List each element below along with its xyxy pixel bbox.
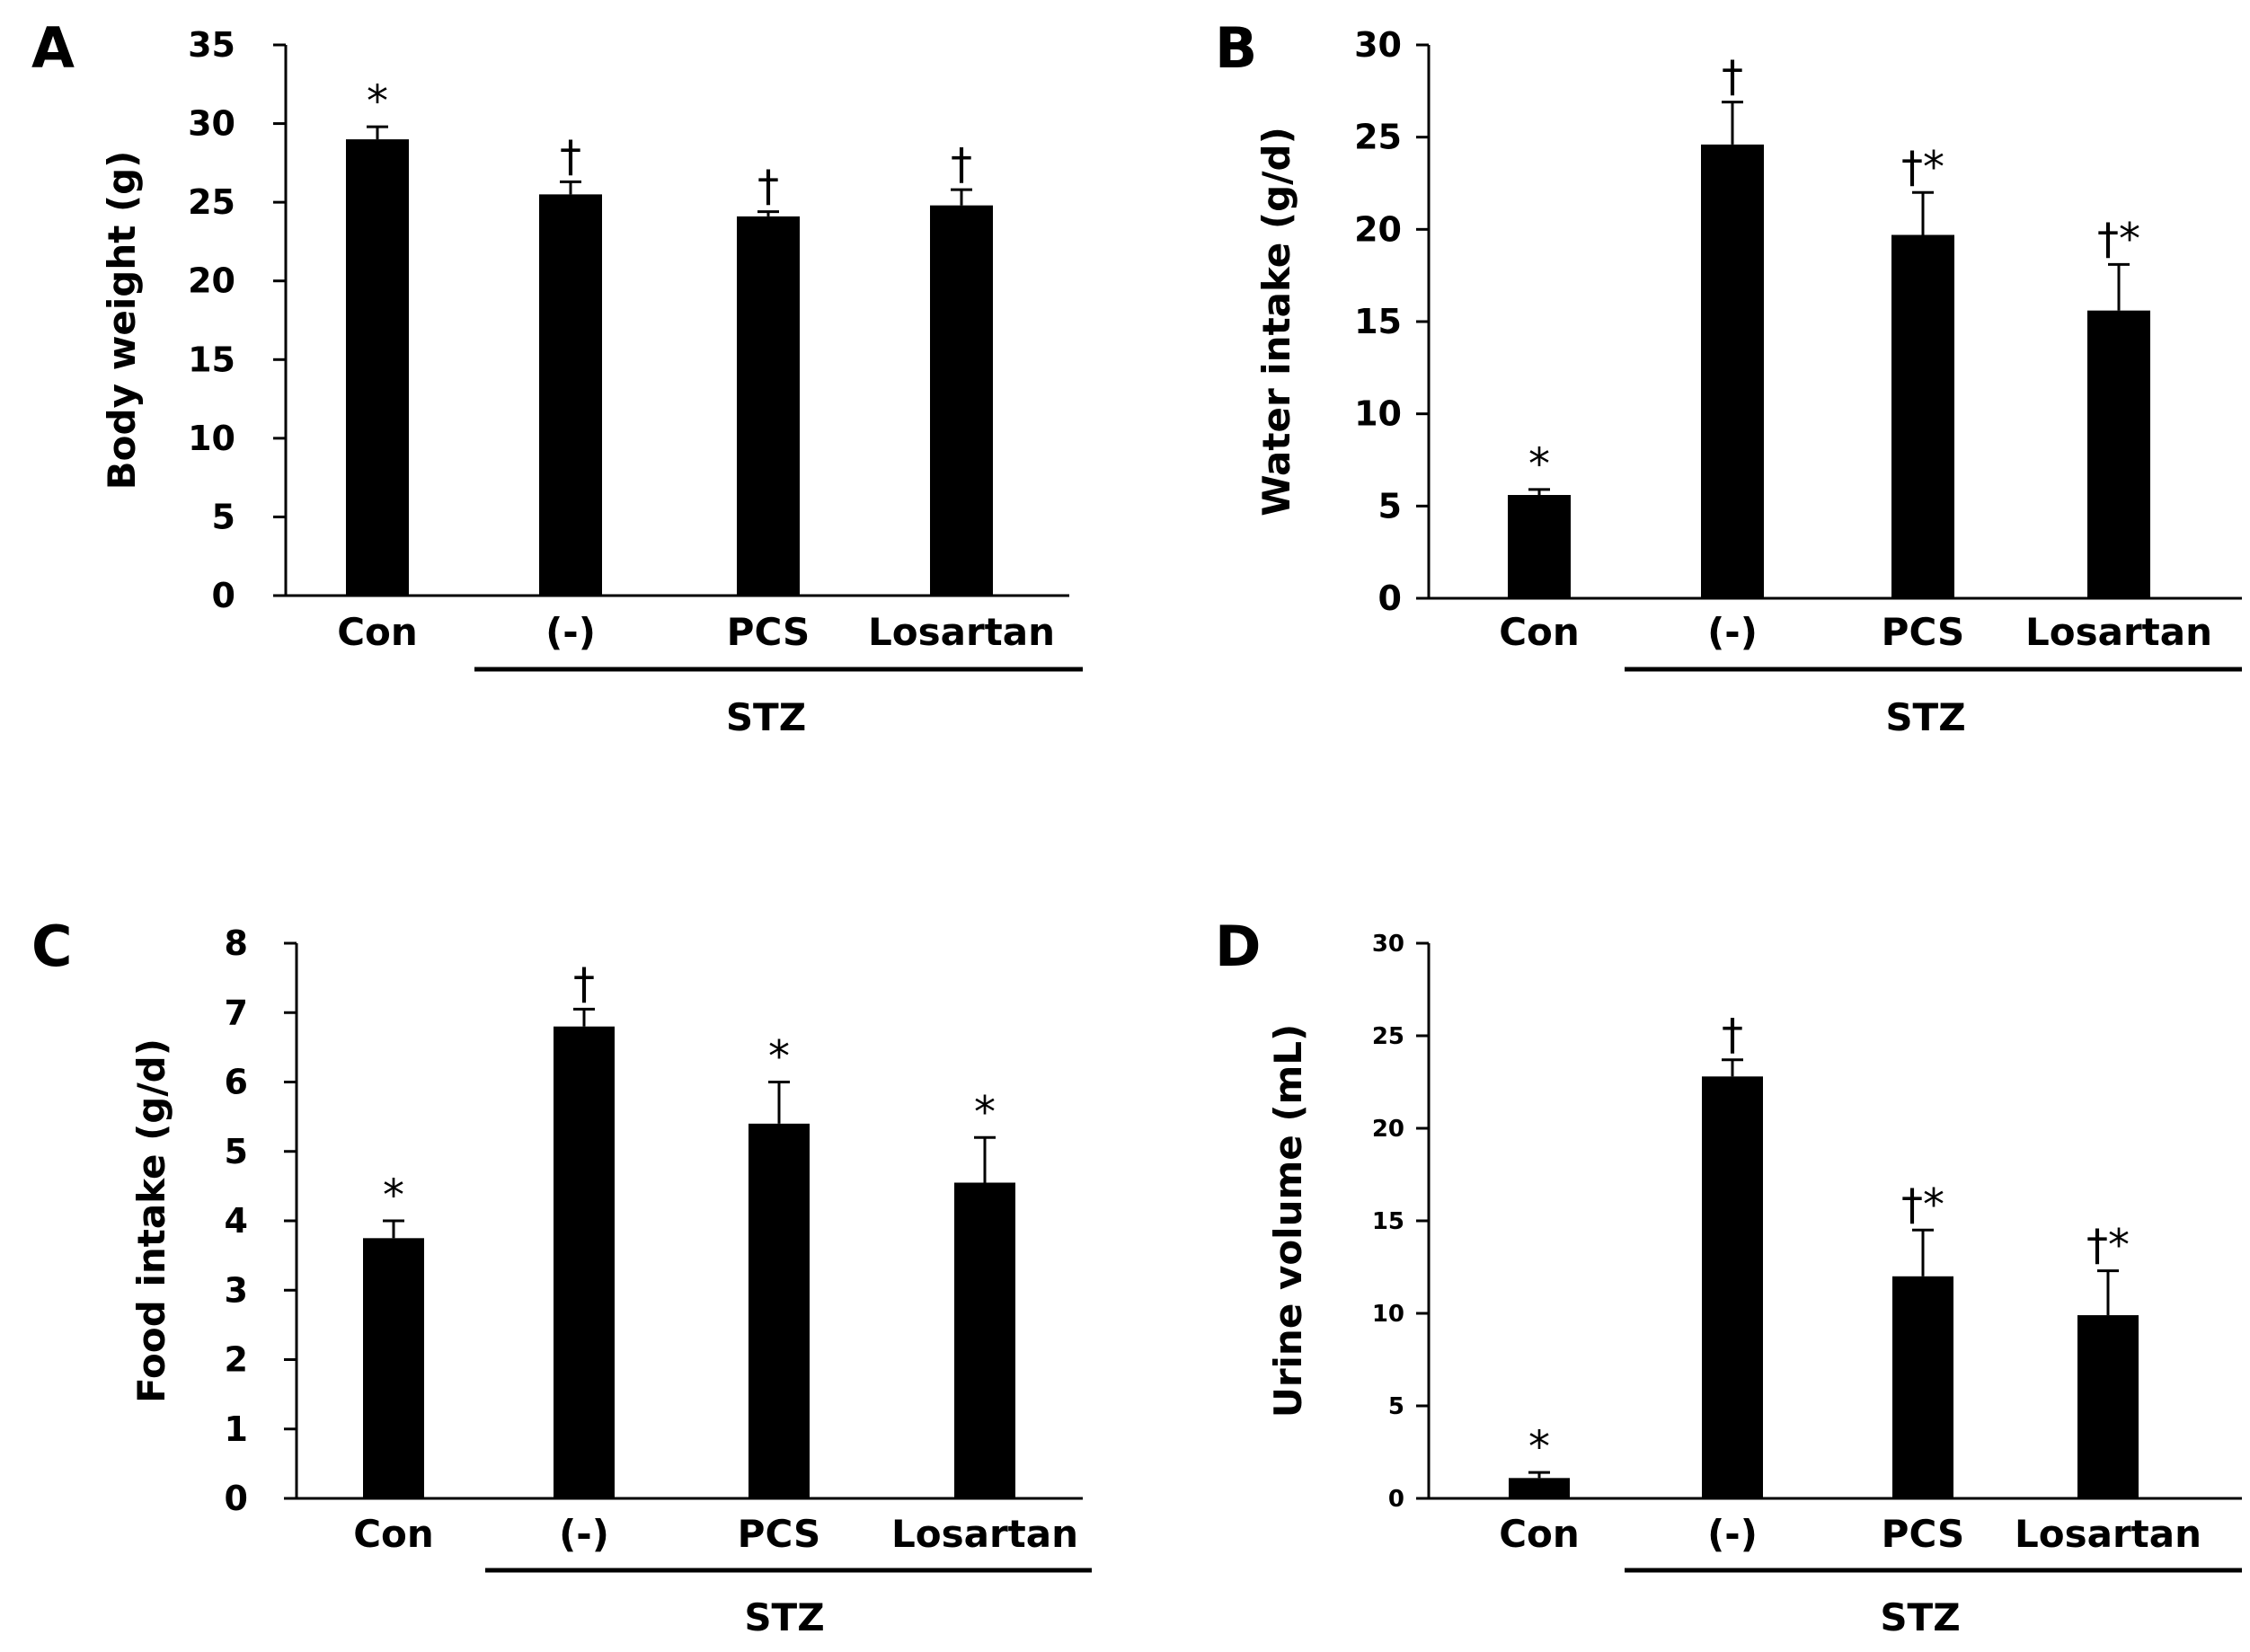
bar xyxy=(930,205,993,596)
bar xyxy=(1891,234,1954,598)
y-tick-label: 30 xyxy=(1354,25,1402,65)
chart-panel-c: C 0 1 2 3 4 5 6 7 8 Food intake (g/d) * Con † (-) * PCS *… xyxy=(31,914,1092,1639)
x-category-label: Losartan xyxy=(891,1512,1078,1556)
y-tick-label: 25 xyxy=(188,182,235,222)
x-category-label: PCS xyxy=(738,1512,821,1556)
significance-mark: †* xyxy=(1901,142,1944,192)
y-tick-label: 25 xyxy=(1354,118,1402,157)
significance-mark: †* xyxy=(2097,214,2140,264)
x-category-label: Con xyxy=(353,1512,434,1556)
y-tick-label: 2 xyxy=(225,1340,248,1380)
panel-letter: C xyxy=(31,914,73,979)
significance-mark: †* xyxy=(2086,1221,2130,1271)
bar xyxy=(749,1123,810,1498)
bar xyxy=(1508,495,1571,598)
panel-letter: D xyxy=(1215,914,1261,979)
y-tick-label: 4 xyxy=(225,1201,248,1241)
y-tick-label: 20 xyxy=(188,261,235,301)
significance-mark: * xyxy=(974,1087,996,1137)
x-category-label: (-) xyxy=(545,610,596,654)
group-label: STZ xyxy=(744,1595,824,1639)
x-category-label: PCS xyxy=(1882,610,1965,654)
significance-mark: * xyxy=(768,1032,790,1082)
x-category-label: PCS xyxy=(1882,1512,1965,1556)
y-tick-label: 3 xyxy=(225,1270,248,1310)
panel-letter: A xyxy=(31,15,75,81)
x-category-label: Con xyxy=(337,610,418,654)
x-category-label: Con xyxy=(1499,610,1580,654)
y-tick-label: 15 xyxy=(1372,1208,1404,1235)
significance-mark: * xyxy=(1528,1422,1550,1472)
bar xyxy=(954,1182,1015,1498)
y-tick-label: 5 xyxy=(212,497,235,536)
y-tick-label: 1 xyxy=(225,1409,248,1449)
x-category-label: (-) xyxy=(1707,610,1758,654)
y-axis-title: Body weight (g) xyxy=(100,151,144,490)
y-tick-label: 30 xyxy=(1372,931,1404,958)
bar xyxy=(363,1238,424,1498)
x-category-label: (-) xyxy=(1707,1512,1758,1556)
chart-panel-a: A 0 5 10 15 20 25 30 35 Body weight (g) * Con † (-) † P… xyxy=(31,15,1083,739)
y-tick-label: 15 xyxy=(188,340,235,379)
bar xyxy=(1702,1076,1763,1498)
y-tick-label: 8 xyxy=(225,923,248,963)
y-tick-label: 0 xyxy=(212,576,235,615)
bar xyxy=(554,1026,615,1498)
significance-mark: † xyxy=(757,162,779,212)
y-tick-label: 5 xyxy=(225,1132,248,1171)
bar xyxy=(1701,144,1764,598)
panel-letter: B xyxy=(1215,15,1257,81)
group-label: STZ xyxy=(726,695,806,739)
bar xyxy=(346,139,409,596)
x-category-label: (-) xyxy=(559,1512,609,1556)
significance-mark: * xyxy=(1528,439,1550,490)
y-tick-label: 7 xyxy=(225,993,248,1032)
y-tick-label: 35 xyxy=(188,25,235,65)
x-category-label: Losartan xyxy=(2015,1512,2201,1556)
group-label: STZ xyxy=(1885,695,1965,739)
y-axis-title: Water intake (g/d) xyxy=(1254,127,1298,517)
x-category-label: Losartan xyxy=(868,610,1055,654)
group-label: STZ xyxy=(1880,1595,1960,1639)
y-tick-label: 15 xyxy=(1354,302,1402,341)
y-tick-label: 30 xyxy=(188,104,235,144)
y-tick-label: 5 xyxy=(1378,486,1402,526)
y-tick-label: 6 xyxy=(225,1063,248,1102)
y-tick-label: 0 xyxy=(1388,1486,1404,1513)
y-tick-label: 25 xyxy=(1372,1023,1404,1050)
x-category-label: Losartan xyxy=(2025,610,2212,654)
x-category-label: Con xyxy=(1499,1512,1580,1556)
bar xyxy=(1892,1276,1953,1498)
significance-mark: † xyxy=(560,131,581,181)
y-tick-label: 20 xyxy=(1354,209,1402,249)
y-axis-title: Urine volume (mL) xyxy=(1266,1024,1310,1418)
significance-mark: * xyxy=(367,76,388,127)
y-tick-label: 5 xyxy=(1388,1393,1404,1420)
bar xyxy=(737,216,800,596)
significance-mark: †* xyxy=(1901,1179,1944,1230)
y-tick-label: 10 xyxy=(1354,394,1402,434)
significance-mark: † xyxy=(1722,1010,1743,1060)
y-tick-label: 10 xyxy=(188,419,235,458)
y-tick-label: 10 xyxy=(1372,1301,1404,1328)
bar xyxy=(2077,1315,2139,1498)
significance-mark: * xyxy=(383,1171,404,1221)
y-tick-label: 20 xyxy=(1372,1116,1404,1143)
y-tick-label: 0 xyxy=(225,1479,248,1518)
bar xyxy=(1509,1478,1570,1498)
x-category-label: PCS xyxy=(727,610,811,654)
y-tick-label: 0 xyxy=(1378,579,1402,618)
chart-panel-b: B 0 5 10 15 20 25 30 Water intake (g/d) * Con † (-) †… xyxy=(1215,15,2242,739)
y-axis-title: Food intake (g/d) xyxy=(129,1038,173,1403)
chart-panel-d: D 0 5 10 15 20 25 30 Urine volume (mL) * Con † (-) †*… xyxy=(1215,914,2242,1639)
bar xyxy=(539,194,602,596)
bar xyxy=(2087,310,2150,598)
significance-mark: † xyxy=(1722,52,1743,102)
significance-mark: † xyxy=(951,139,972,190)
significance-mark: † xyxy=(573,959,595,1009)
